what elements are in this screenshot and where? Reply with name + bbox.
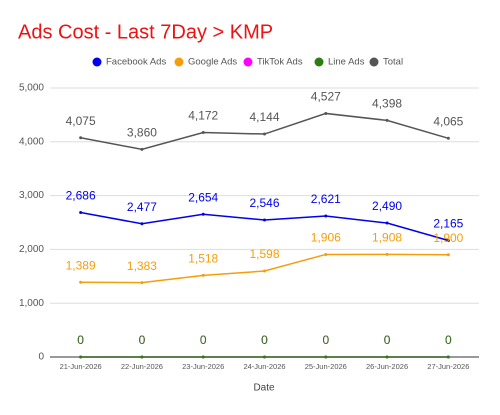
point [201, 355, 205, 359]
point [263, 218, 266, 222]
data-label: 4,144 [249, 110, 279, 124]
data-label: 4,172 [188, 109, 218, 123]
data-label: 0 [384, 333, 391, 347]
point [385, 221, 389, 225]
data-label: 2,686 [66, 189, 96, 203]
data-label: 1,908 [372, 231, 402, 245]
legend-marker [243, 57, 253, 67]
x-tick-label: 24-Jun-2026 [243, 362, 285, 371]
point [201, 273, 205, 277]
data-label: 0 [139, 333, 146, 347]
y-tick-label: 2,000 [19, 244, 44, 255]
x-tick-label: 25-Jun-2026 [305, 362, 347, 371]
x-tick-label: 22-Jun-2026 [121, 362, 163, 371]
point [140, 281, 144, 285]
x-axis-title: Date [253, 383, 275, 394]
data-label: 0 [261, 333, 268, 347]
chart-title: Ads Cost - Last 7Day > KMP [18, 21, 273, 43]
data-label: 2,546 [249, 196, 279, 210]
point [324, 214, 328, 218]
y-tick-label: 0 [38, 352, 44, 363]
data-label: 4,527 [311, 90, 341, 104]
data-label: 2,165 [433, 217, 463, 231]
data-label: 3,860 [127, 126, 157, 140]
data-label: 0 [322, 333, 329, 347]
legend-label: Line Ads [328, 57, 365, 68]
data-label: 1,518 [188, 252, 218, 266]
y-tick-label: 4,000 [19, 136, 44, 147]
point [79, 136, 83, 140]
legend-label: Total [383, 57, 403, 68]
y-tick-label: 1,000 [19, 298, 44, 309]
data-label: 4,398 [372, 97, 402, 111]
legend-label: TikTok Ads [257, 57, 303, 68]
point [446, 253, 450, 257]
data-label: 4,065 [433, 114, 463, 128]
data-label: 0 [322, 333, 329, 347]
data-label: 1,906 [311, 231, 341, 245]
x-tick-label: 21-Jun-2026 [60, 362, 102, 371]
point [140, 222, 144, 226]
point [79, 210, 83, 214]
point [385, 355, 389, 359]
legend-marker [92, 57, 102, 67]
x-tick-label: 27-Jun-2026 [427, 362, 469, 371]
data-label: 1,598 [249, 247, 279, 261]
y-tick-label: 3,000 [19, 190, 44, 201]
data-label: 2,621 [311, 192, 341, 206]
data-label: 0 [261, 333, 268, 347]
y-tick-label: 5,000 [19, 83, 44, 94]
x-tick-label: 23-Jun-2026 [182, 362, 224, 371]
point [324, 355, 328, 359]
legend-marker [314, 57, 324, 67]
x-tick-label: 26-Jun-2026 [366, 362, 408, 371]
point [324, 252, 328, 256]
point [446, 239, 450, 243]
point [201, 131, 205, 135]
data-label: 1,383 [127, 259, 157, 273]
data-label: 1,900 [433, 231, 463, 245]
data-label: 0 [77, 333, 84, 347]
legend-marker [174, 57, 184, 67]
point [385, 252, 389, 256]
point [79, 355, 83, 359]
data-label: 0 [445, 333, 452, 347]
point [263, 132, 266, 136]
data-label: 1,389 [66, 258, 96, 272]
point [140, 147, 144, 151]
point [385, 118, 389, 122]
data-label: 2,654 [188, 190, 218, 204]
point [446, 355, 450, 359]
data-label: 0 [200, 333, 207, 347]
point [263, 269, 266, 273]
legend-marker [369, 57, 379, 67]
data-label: 4,075 [66, 114, 96, 128]
point [79, 280, 83, 284]
legend-label: Google Ads [188, 57, 237, 68]
data-label: 2,490 [372, 199, 402, 213]
point [140, 355, 144, 359]
legend-label: Facebook Ads [106, 57, 166, 68]
point [324, 111, 328, 115]
point [201, 212, 205, 216]
data-label: 0 [384, 333, 391, 347]
data-label: 0 [77, 333, 84, 347]
point [446, 136, 450, 140]
data-label: 0 [445, 333, 452, 347]
data-label: 0 [139, 333, 146, 347]
point [263, 355, 266, 359]
data-label: 2,477 [127, 200, 157, 214]
data-label: 0 [200, 333, 207, 347]
